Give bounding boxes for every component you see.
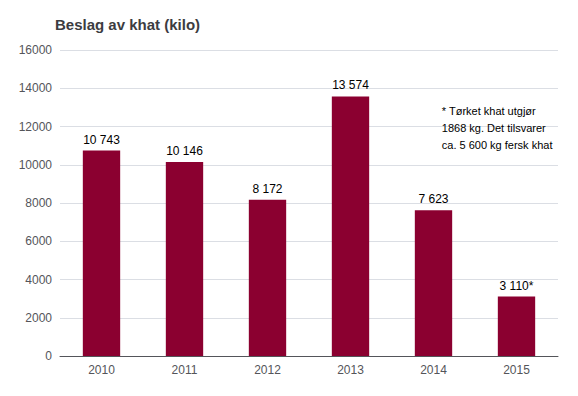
svg-text:* Tørket khat utgjør: * Tørket khat utgjør [442,105,536,117]
svg-text:12000: 12000 [19,120,53,134]
svg-text:ca. 5 600 kg fersk khat: ca. 5 600 kg fersk khat [442,139,553,151]
svg-text:2013: 2013 [337,363,364,377]
svg-text:8 172: 8 172 [252,182,282,196]
svg-text:0: 0 [45,349,52,363]
svg-text:6000: 6000 [25,234,52,248]
svg-text:1868 kg. Det tilsvarer: 1868 kg. Det tilsvarer [442,122,546,134]
svg-text:2010: 2010 [88,363,115,377]
svg-text:14000: 14000 [19,81,53,95]
svg-text:2011: 2011 [172,363,198,377]
svg-text:7 623: 7 623 [418,192,448,206]
svg-text:13 574: 13 574 [332,78,369,92]
svg-text:10000: 10000 [19,158,53,172]
svg-text:4000: 4000 [25,273,52,287]
svg-text:3 110*: 3 110* [500,279,534,293]
svg-text:2000: 2000 [25,311,52,325]
svg-text:8000: 8000 [25,196,52,210]
svg-text:2014: 2014 [420,363,447,377]
svg-text:2012: 2012 [254,363,281,377]
svg-text:16000: 16000 [19,43,53,57]
svg-text:10 146: 10 146 [166,144,203,158]
svg-text:2015: 2015 [503,363,530,377]
svg-text:10 743: 10 743 [83,133,120,147]
svg-text:Beslag av khat (kilo): Beslag av khat (kilo) [55,16,200,33]
